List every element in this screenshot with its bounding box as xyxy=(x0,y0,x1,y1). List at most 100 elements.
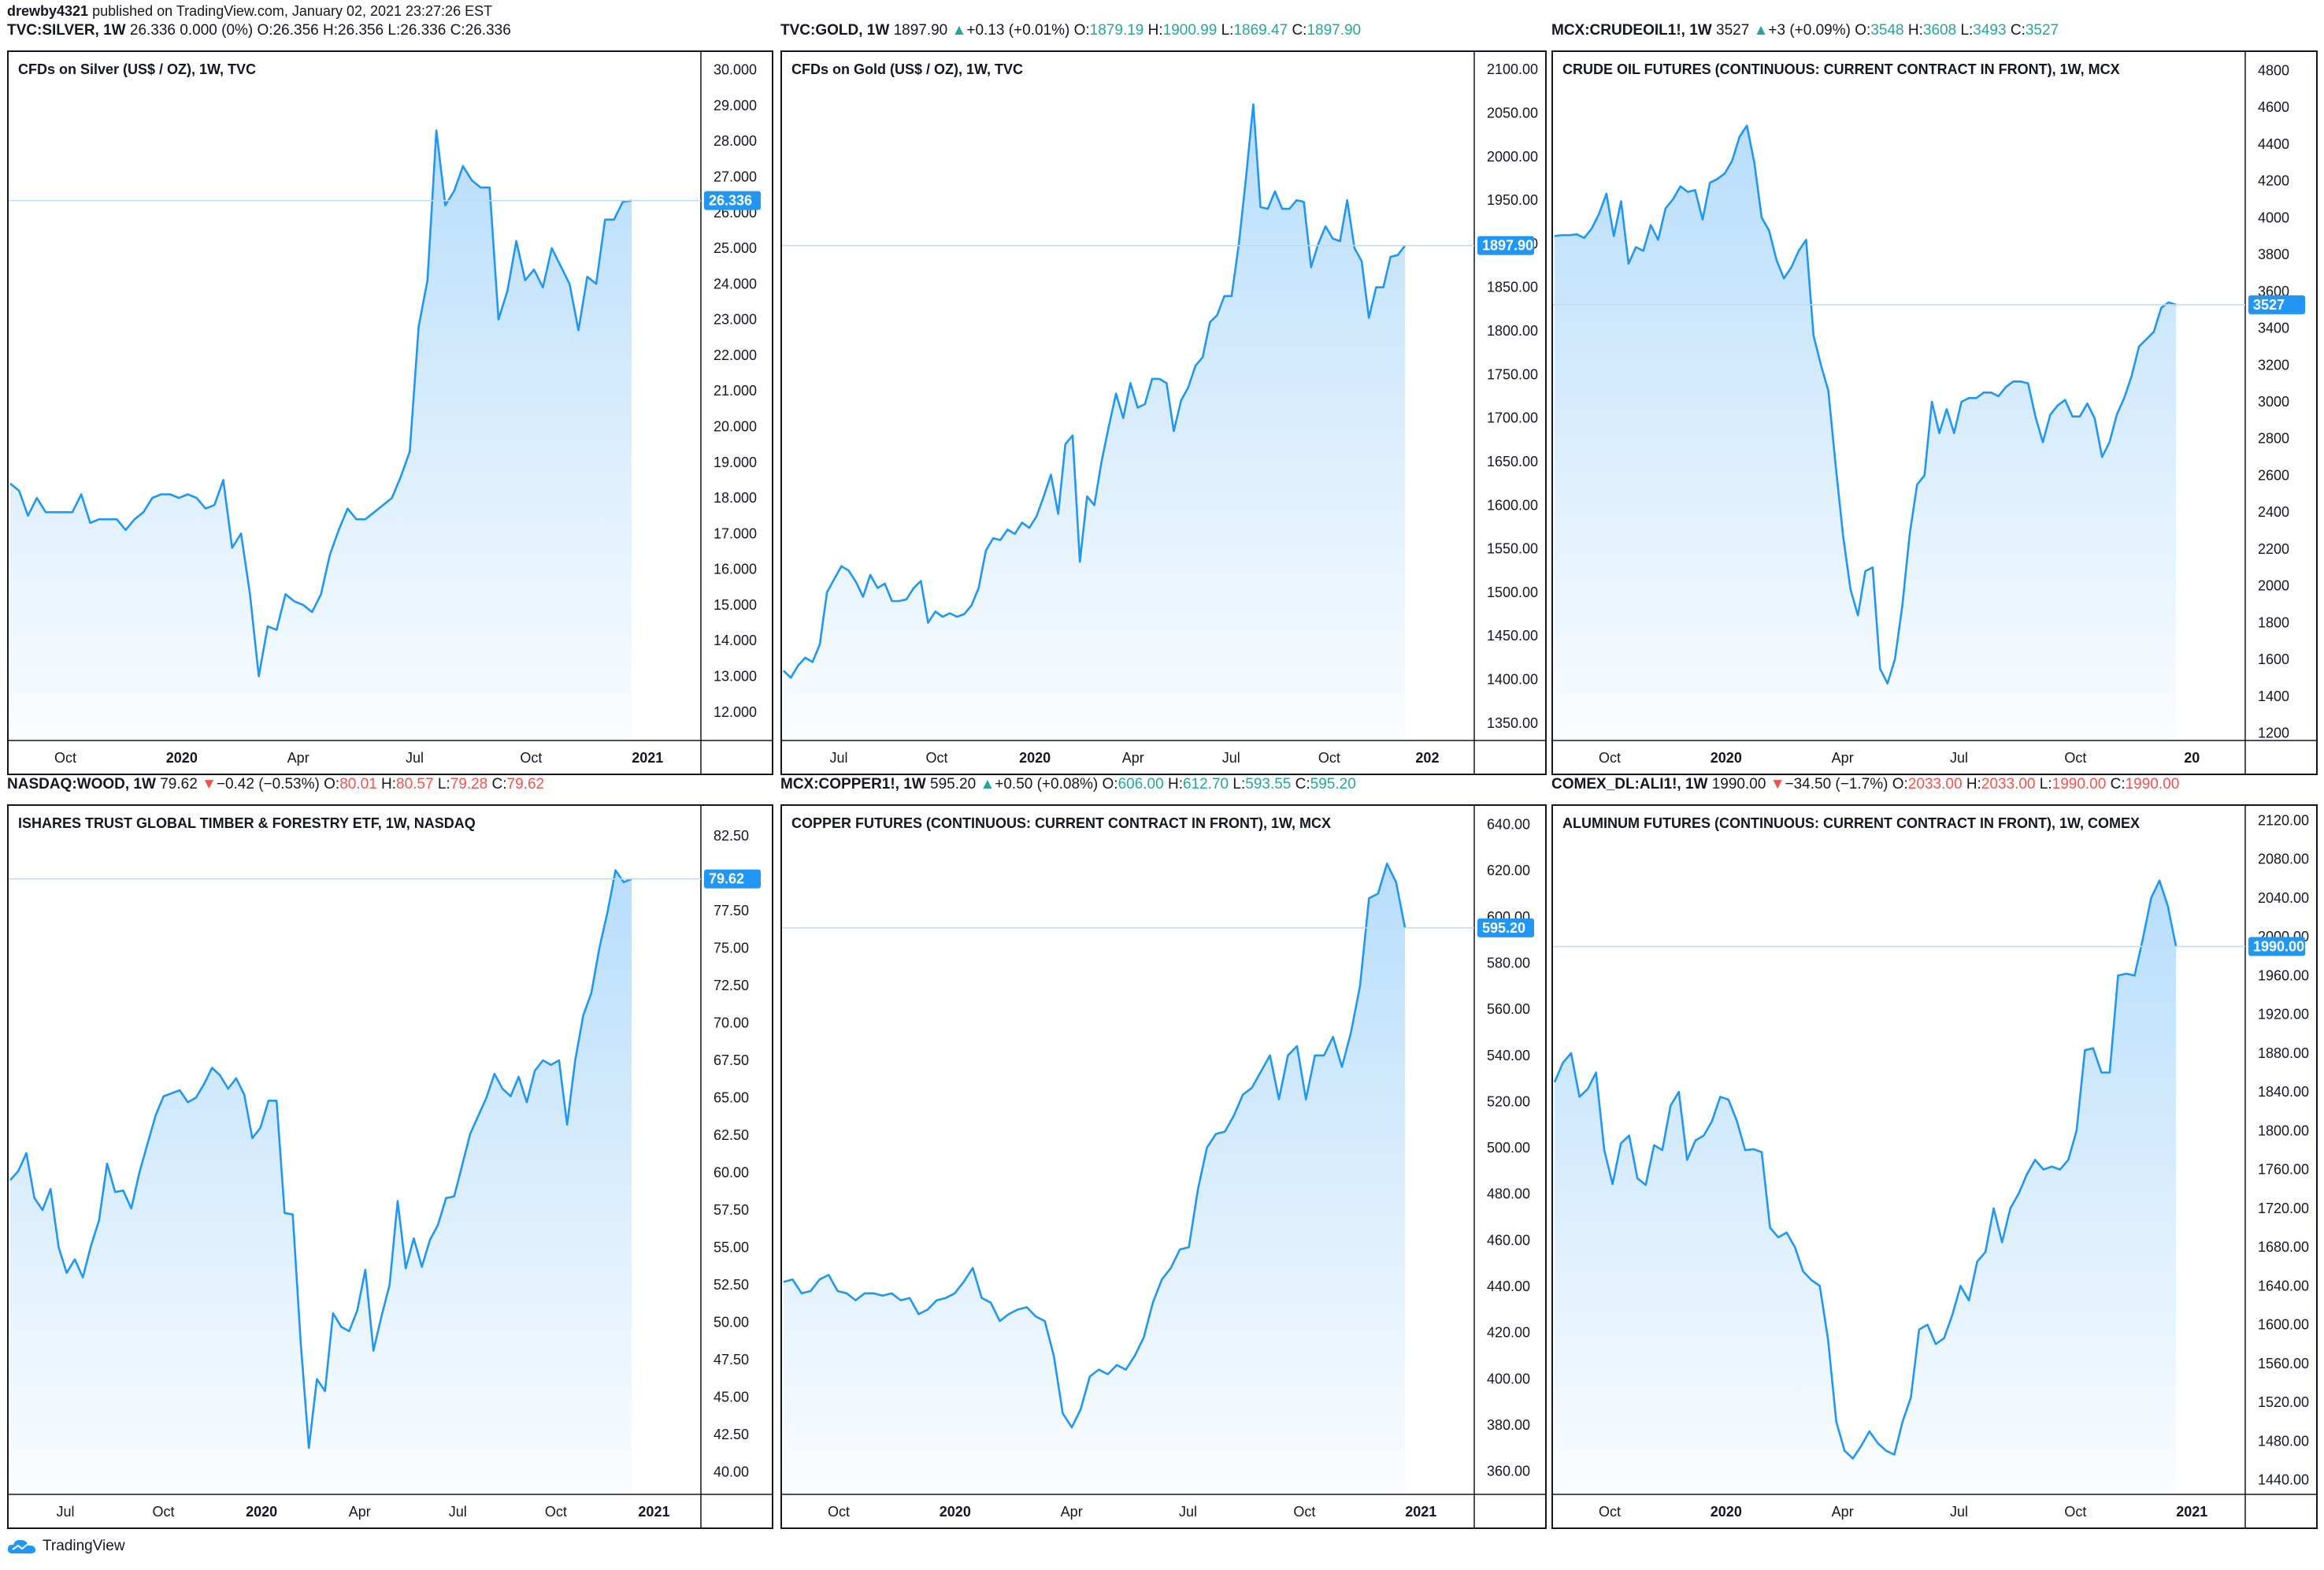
y-tick-label: 2080.00 xyxy=(2258,852,2309,867)
symbol-name[interactable]: COMEX_DL:ALI1!, 1W xyxy=(1551,776,1708,792)
x-tick-label: Oct xyxy=(926,750,948,766)
x-tick-label: Oct xyxy=(1293,1504,1315,1520)
x-tick-label: Apr xyxy=(1832,750,1854,766)
y-tick-label: 1450.00 xyxy=(1487,628,1538,644)
price-tag-label: 26.336 xyxy=(709,193,752,209)
last-price: 79.62 xyxy=(160,776,198,792)
publisher-line: drewby4321 published on TradingView.com,… xyxy=(7,3,492,20)
price-tag-label: 1990.00 xyxy=(2253,938,2304,954)
x-tick-label: Jul xyxy=(56,1504,74,1520)
x-tick-label: Jul xyxy=(449,1504,467,1520)
chart-panel[interactable]: 82.50 77.50 75.00 72.50 70.00 67.50 65.00 62.50… xyxy=(7,804,773,1529)
y-tick-label: 3800 xyxy=(2258,247,2289,262)
x-tick-label: Jul xyxy=(1179,1504,1197,1520)
last-price: 1990.00 xyxy=(1711,776,1766,792)
chart-svg[interactable]: 4800 4600 4400 4200 4000 3800 3600 3400 3200 3000… xyxy=(1553,52,2316,774)
y-tick-label: 72.50 xyxy=(714,978,749,993)
y-tick-label: 1680.00 xyxy=(2258,1239,2309,1255)
symbol-name[interactable]: TVC:GOLD, 1W xyxy=(780,22,890,39)
y-tick-label: 18.000 xyxy=(714,490,757,506)
chart-svg[interactable]: 640.00620.00600.00580.00560.00540.00520.… xyxy=(782,806,1545,1527)
y-tick-label: 21.000 xyxy=(714,383,757,399)
y-tick-label: 1550.00 xyxy=(1487,541,1538,557)
y-tick-label: 42.50 xyxy=(714,1427,749,1442)
chart-panel[interactable]: 640.00 620.00 600.00 580.00 560.00 540.00 520.… xyxy=(780,804,1547,1529)
tradingview-cloud-icon xyxy=(7,1539,36,1553)
chart-svg[interactable]: 82.50 77.50 75.00 72.50 70.00 67.50 65.00 62.50… xyxy=(9,806,772,1527)
y-tick-label: 3200 xyxy=(2258,357,2289,373)
chart-panel[interactable]: 2120.00 2080.00 2040.00 2000.00 1960.00 1920.… xyxy=(1551,804,2318,1529)
symbol-name[interactable]: MCX:COPPER1!, 1W xyxy=(780,776,926,792)
chart-svg[interactable]: 2100.002050.002000.001950.001900.001850.… xyxy=(782,52,1545,774)
x-tick-label: Jul xyxy=(1950,1504,1968,1520)
y-tick-label: 15.000 xyxy=(714,597,757,613)
change-value: +0.13 (+0.01%) xyxy=(966,22,1070,39)
y-tick-label: 1650.00 xyxy=(1487,454,1538,470)
chart-svg[interactable]: 30.00029.00028.00027.00026.00025.00024.0… xyxy=(9,52,772,774)
close-value: 79.62 xyxy=(506,776,545,792)
y-tick-label: 4200 xyxy=(2258,173,2289,189)
change-value: −34.50 (−1.7%) xyxy=(1785,776,1888,792)
y-tick-label: 1880.00 xyxy=(2258,1045,2309,1061)
tradingview-footer[interactable]: TradingView xyxy=(6,1538,125,1555)
change-arrow-icon: ▲ xyxy=(1753,22,1769,39)
chart-svg[interactable]: 2120.002080.002040.002000.001960.001920.… xyxy=(1553,806,2316,1527)
series-line xyxy=(9,869,632,1449)
series-area xyxy=(1555,880,2177,1494)
symbol-header: MCX:CRUDEOIL1!, 1W 3527 ▲+3 (+0.09%) O:3… xyxy=(1551,22,2059,39)
symbol-name[interactable]: MCX:CRUDEOIL1!, 1W xyxy=(1551,22,1712,39)
x-tick-label: 2021 xyxy=(632,750,663,766)
x-tick-label: Oct xyxy=(520,750,542,766)
x-tick-label: 2021 xyxy=(1405,1504,1436,1520)
y-tick-label: 1500.00 xyxy=(1487,585,1538,600)
x-tick-label: Oct xyxy=(1599,750,1621,766)
open-value: 26.356 xyxy=(272,22,319,39)
y-tick-label: 65.00 xyxy=(714,1090,749,1106)
high-value: 3608 xyxy=(1922,22,1957,39)
price-tag-box xyxy=(704,191,761,210)
chart-panel[interactable]: 30.000 29.000 28.000 27.000 26.000 25.000 24.0… xyxy=(7,50,773,775)
symbol-name[interactable]: TVC:SILVER, 1W xyxy=(7,22,126,39)
author-name[interactable]: drewby4321 xyxy=(7,3,89,19)
y-tick-label: 55.00 xyxy=(714,1240,749,1256)
symbol-header: TVC:SILVER, 1W 26.336 0.000 (0%) O:26.35… xyxy=(7,22,511,39)
y-tick-label: 1760.00 xyxy=(2258,1162,2309,1178)
y-tick-label: 57.50 xyxy=(714,1202,749,1218)
y-tick-label: 1200 xyxy=(2258,726,2289,741)
y-tick-label: 1440.00 xyxy=(2258,1472,2309,1488)
y-tick-label: 1600 xyxy=(2258,651,2289,667)
x-tick-label: Oct xyxy=(2064,750,2086,766)
x-tick-label: 2020 xyxy=(1711,750,1742,766)
y-tick-label: 3400 xyxy=(2258,321,2289,336)
x-tick-label: 2020 xyxy=(166,750,198,766)
y-tick-label: 1720.00 xyxy=(2258,1201,2309,1216)
price-tag-label: 79.62 xyxy=(709,871,744,887)
y-tick-label: 12.000 xyxy=(714,704,757,720)
high-value: 80.57 xyxy=(396,776,434,792)
symbol-name[interactable]: NASDAQ:WOOD, 1W xyxy=(7,776,156,792)
open-value: 2033.00 xyxy=(1907,776,1963,792)
chart-panel[interactable]: 4800 4600 4400 4200 4000 3800 3600 3400 3200 3000… xyxy=(1551,50,2318,775)
y-tick-label: 1480.00 xyxy=(2258,1433,2309,1449)
y-tick-label: 47.50 xyxy=(714,1352,749,1368)
y-tick-label: 580.00 xyxy=(1487,955,1530,971)
y-tick-label: 2100.00 xyxy=(1487,61,1538,77)
x-tick-label: Oct xyxy=(1599,1504,1621,1520)
change-value: −0.42 (−0.53%) xyxy=(216,776,320,792)
y-tick-label: 480.00 xyxy=(1487,1186,1530,1202)
y-tick-label: 420.00 xyxy=(1487,1325,1530,1341)
chart-title: ALUMINUM FUTURES (CONTINUOUS: CURRENT CO… xyxy=(1562,815,2140,831)
y-tick-label: 19.000 xyxy=(714,455,757,470)
close-value: 1897.90 xyxy=(1307,22,1362,39)
y-tick-label: 1960.00 xyxy=(2258,967,2309,983)
low-value: 79.28 xyxy=(450,776,488,792)
chart-panel[interactable]: 2100.002050.002000.001950.001900.001850.… xyxy=(780,50,1547,775)
y-tick-label: 4000 xyxy=(2258,210,2289,225)
price-tag-label: 595.20 xyxy=(1482,920,1525,936)
close-value: 1990.00 xyxy=(2125,776,2180,792)
series-line xyxy=(9,129,632,677)
x-tick-label: Oct xyxy=(153,1504,175,1520)
y-tick-label: 640.00 xyxy=(1487,816,1530,832)
last-price: 595.20 xyxy=(930,776,977,792)
x-tick-label: 2020 xyxy=(246,1504,277,1520)
